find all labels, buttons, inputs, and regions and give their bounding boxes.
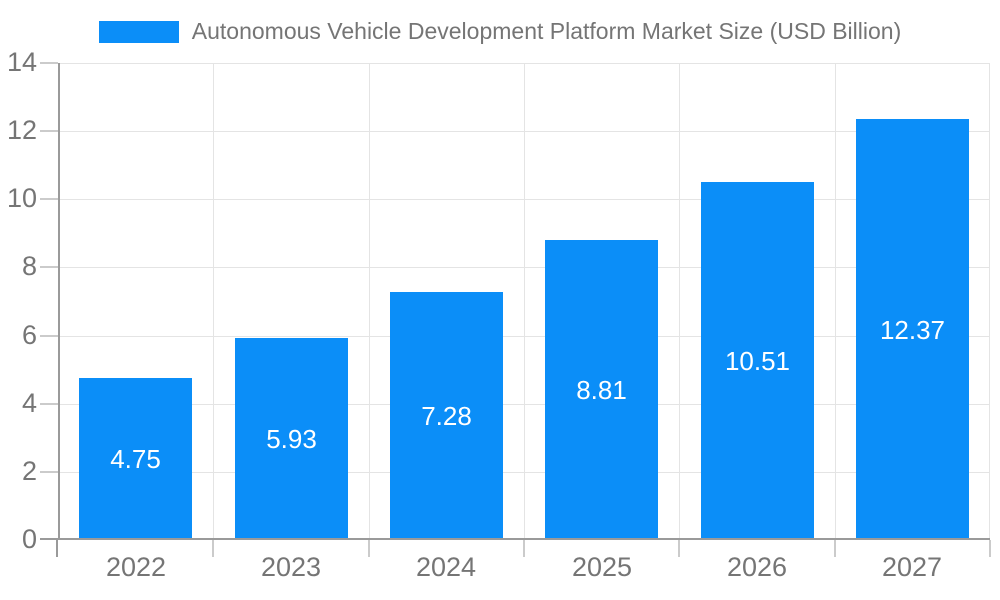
gridline-vertical	[213, 63, 214, 540]
bar-2027[interactable]: 12.37	[856, 119, 969, 540]
gridline-vertical	[679, 63, 680, 540]
y-axis-tick	[40, 538, 58, 540]
gridline-vertical	[989, 63, 990, 540]
x-axis-tick	[523, 540, 525, 557]
y-axis-label: 10	[6, 183, 37, 213]
gridline-vertical	[524, 63, 525, 540]
bar-value-label: 10.51	[724, 346, 791, 376]
bar-2025[interactable]: 8.81	[545, 240, 658, 540]
y-axis-label: 2	[21, 456, 37, 486]
gridline-vertical	[835, 63, 836, 540]
y-axis-label: 6	[21, 320, 37, 350]
x-axis-tick	[368, 540, 370, 557]
bar-value-label: 7.28	[421, 401, 472, 431]
x-axis-label: 2023	[260, 552, 322, 582]
bar-2023[interactable]: 5.93	[235, 338, 348, 540]
y-axis-tick	[40, 198, 58, 200]
x-axis-tick	[678, 540, 680, 557]
bar-value-label: 12.37	[879, 314, 946, 345]
y-axis-label: 14	[6, 47, 37, 77]
plot-area: 4.75 5.93 7.28 8.81 10.51 12.37	[58, 63, 990, 540]
x-axis-tick	[212, 540, 214, 557]
bar-value-label: 5.93	[266, 424, 317, 454]
legend-swatch	[98, 20, 179, 43]
y-axis-tick	[40, 471, 58, 473]
y-axis-label: 0	[21, 524, 37, 554]
bar-2024[interactable]: 7.28	[390, 292, 503, 540]
legend-item[interactable]: Autonomous Vehicle Development Platform …	[0, 18, 1000, 45]
x-axis-label: 2025	[571, 552, 633, 582]
y-axis-label: 4	[21, 388, 37, 418]
bar-value-label: 4.75	[110, 444, 161, 474]
y-axis-label: 12	[6, 115, 37, 145]
x-axis-tick	[989, 540, 991, 557]
y-axis-tick	[40, 335, 58, 337]
x-axis-label: 2024	[415, 552, 477, 582]
y-axis-tick	[40, 266, 58, 268]
y-axis-line	[58, 63, 60, 540]
legend-label: Autonomous Vehicle Development Platform …	[191, 18, 902, 44]
x-axis-label: 2027	[881, 552, 943, 582]
bar-value-label: 8.81	[576, 375, 627, 405]
x-axis-tick	[56, 540, 58, 557]
y-axis-label: 8	[21, 251, 37, 281]
y-axis-tick	[40, 130, 58, 132]
x-axis-tick	[834, 540, 836, 557]
gridline-vertical	[369, 63, 370, 540]
y-axis-tick	[40, 62, 58, 64]
y-axis-tick	[40, 403, 58, 405]
bar-2022[interactable]: 4.75	[79, 378, 192, 540]
bar-2026[interactable]: 10.51	[701, 182, 814, 540]
x-axis-label: 2022	[105, 552, 167, 582]
x-axis-line	[58, 538, 990, 540]
x-axis-label: 2026	[726, 552, 788, 582]
